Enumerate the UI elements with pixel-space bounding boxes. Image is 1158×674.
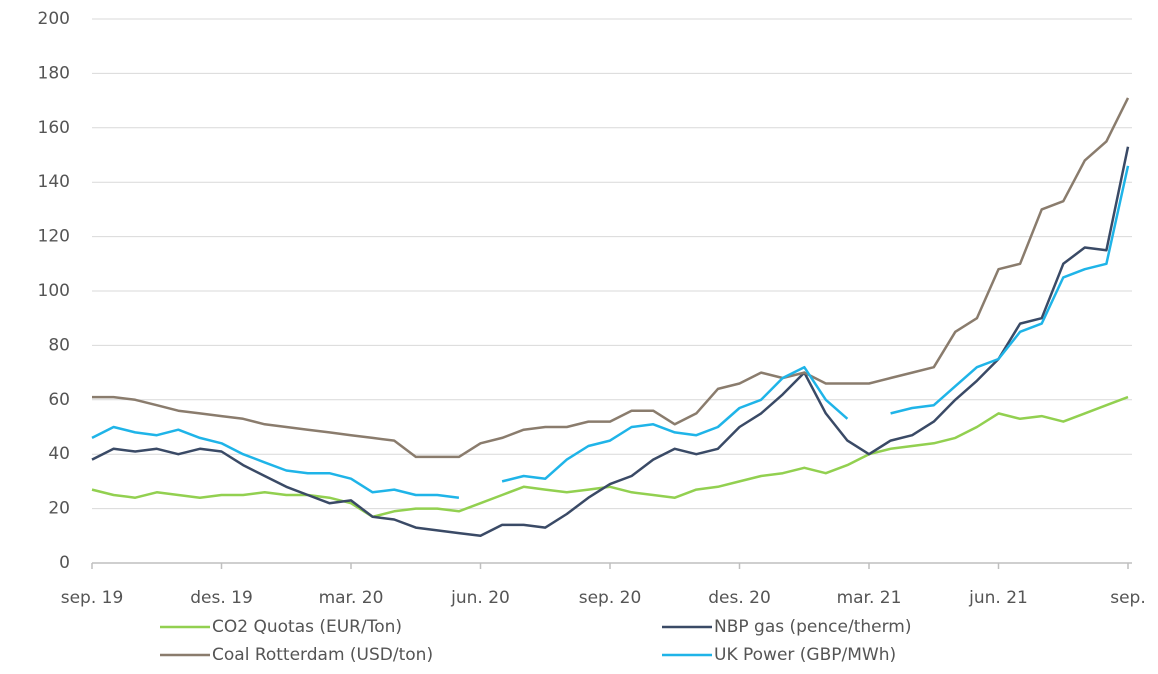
series-line <box>91 395 1129 519</box>
x-tick-label: sep. <box>1110 588 1146 608</box>
y-tick-label: 20 <box>48 499 70 519</box>
series-line <box>91 146 1130 538</box>
y-tick-label: 180 <box>38 63 70 83</box>
x-tick-label: mar. 20 <box>319 588 384 608</box>
series-line <box>501 365 849 483</box>
y-tick-label: 160 <box>38 118 70 138</box>
series-line <box>91 425 460 499</box>
y-tick-label: 40 <box>48 444 70 464</box>
legend-label: CO2 Quotas (EUR/Ton) <box>212 617 402 637</box>
x-tick-label: sep. 20 <box>579 588 642 608</box>
legend-label: NBP gas (pence/therm) <box>714 617 911 637</box>
y-tick-label: 60 <box>48 390 70 410</box>
series-line <box>890 165 1130 415</box>
y-tick-label: 200 <box>38 9 70 29</box>
x-tick-label: jun. 21 <box>968 588 1028 608</box>
x-tick-label: des. 19 <box>190 588 253 608</box>
y-tick-label: 140 <box>38 172 70 192</box>
y-tick-label: 100 <box>38 281 70 301</box>
legend-label: Coal Rotterdam (USD/ton) <box>212 645 433 665</box>
series-line <box>92 97 1130 459</box>
y-tick-label: 120 <box>38 227 70 247</box>
x-tick-label: jun. 20 <box>450 588 510 608</box>
x-tick-label: sep. 19 <box>61 588 124 608</box>
x-tick-label: mar. 21 <box>837 588 902 608</box>
legend-label: UK Power (GBP/MWh) <box>714 645 896 665</box>
y-tick-label: 0 <box>59 553 70 573</box>
y-tick-label: 80 <box>48 335 70 355</box>
x-tick-label: des. 20 <box>708 588 771 608</box>
